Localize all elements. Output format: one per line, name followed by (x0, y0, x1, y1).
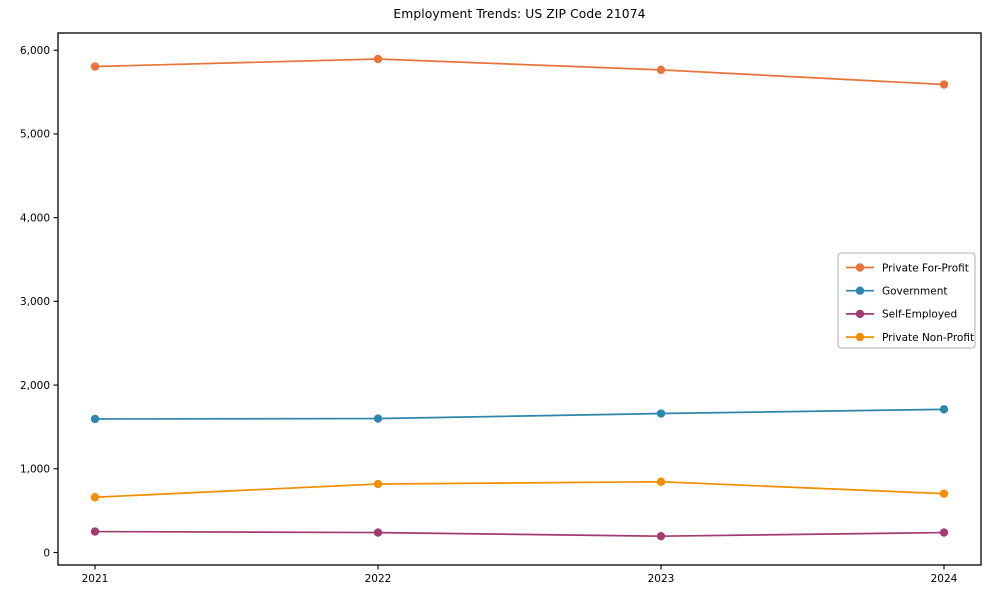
data-point-self-employed-2022 (373, 528, 383, 537)
data-point-self-employed-2023 (656, 531, 666, 541)
series-line-private-non-profit (94, 480, 945, 499)
chart-title: Employment Trends: US ZIP Code 21074 (393, 7, 646, 21)
legend-item-self-employed: Self-Employed (846, 309, 957, 321)
data-point-private-non-profit-2023 (656, 477, 666, 486)
plot-border (57, 32, 982, 566)
legend-marker-dot (855, 309, 865, 319)
data-point-private-for-profit-2023 (656, 65, 666, 75)
legend-box (837, 252, 976, 349)
y-axis-tick-label: 4,000 (20, 212, 50, 224)
data-point-self-employed-2021 (90, 527, 100, 536)
series-line-self-employed (94, 530, 945, 538)
data-point-government-2024 (939, 405, 949, 414)
data-point-private-non-profit-2021 (90, 493, 100, 502)
x-axis-tick-label: 2024 (931, 573, 958, 585)
data-point-private-for-profit-2021 (90, 62, 100, 71)
y-axis-tick-label: 5,000 (20, 129, 50, 141)
data-point-private-non-profit-2022 (373, 479, 383, 489)
y-axis-tick-label: 1,000 (20, 464, 50, 476)
x-axis-tick-label: 2021 (82, 573, 109, 585)
series-line-private-for-profit (94, 58, 945, 86)
legend-marker-dot (855, 263, 865, 272)
y-axis-tick-label: 2,000 (20, 380, 50, 392)
legend-label: Self-Employed (882, 309, 957, 321)
legend-item-government: Government (846, 286, 947, 298)
x-axis-tick-label: 2023 (648, 573, 675, 585)
legend-marker-dot (855, 332, 865, 342)
data-point-government-2023 (656, 409, 666, 418)
y-axis-tick-label: 6,000 (20, 45, 50, 57)
legend-marker-dot (855, 286, 865, 295)
data-point-private-for-profit-2022 (373, 54, 383, 64)
data-point-private-non-profit-2024 (939, 489, 949, 498)
data-point-government-2022 (373, 414, 383, 423)
series-line-government (94, 408, 945, 420)
legend-item-private-non-profit: Private Non-Profit (846, 332, 974, 344)
data-point-government-2021 (90, 414, 100, 424)
legend-label: Private Non-Profit (882, 332, 974, 344)
data-point-private-for-profit-2024 (939, 80, 949, 89)
y-axis-tick-label: 0 (43, 547, 50, 559)
legend-item-private-for-profit: Private For-Profit (846, 262, 969, 274)
data-point-self-employed-2024 (939, 528, 949, 537)
y-axis-tick-label: 3,000 (20, 296, 50, 308)
legend-label: Private For-Profit (882, 262, 969, 274)
x-axis-tick-label: 2022 (365, 573, 392, 585)
legend-label: Government (882, 286, 947, 298)
